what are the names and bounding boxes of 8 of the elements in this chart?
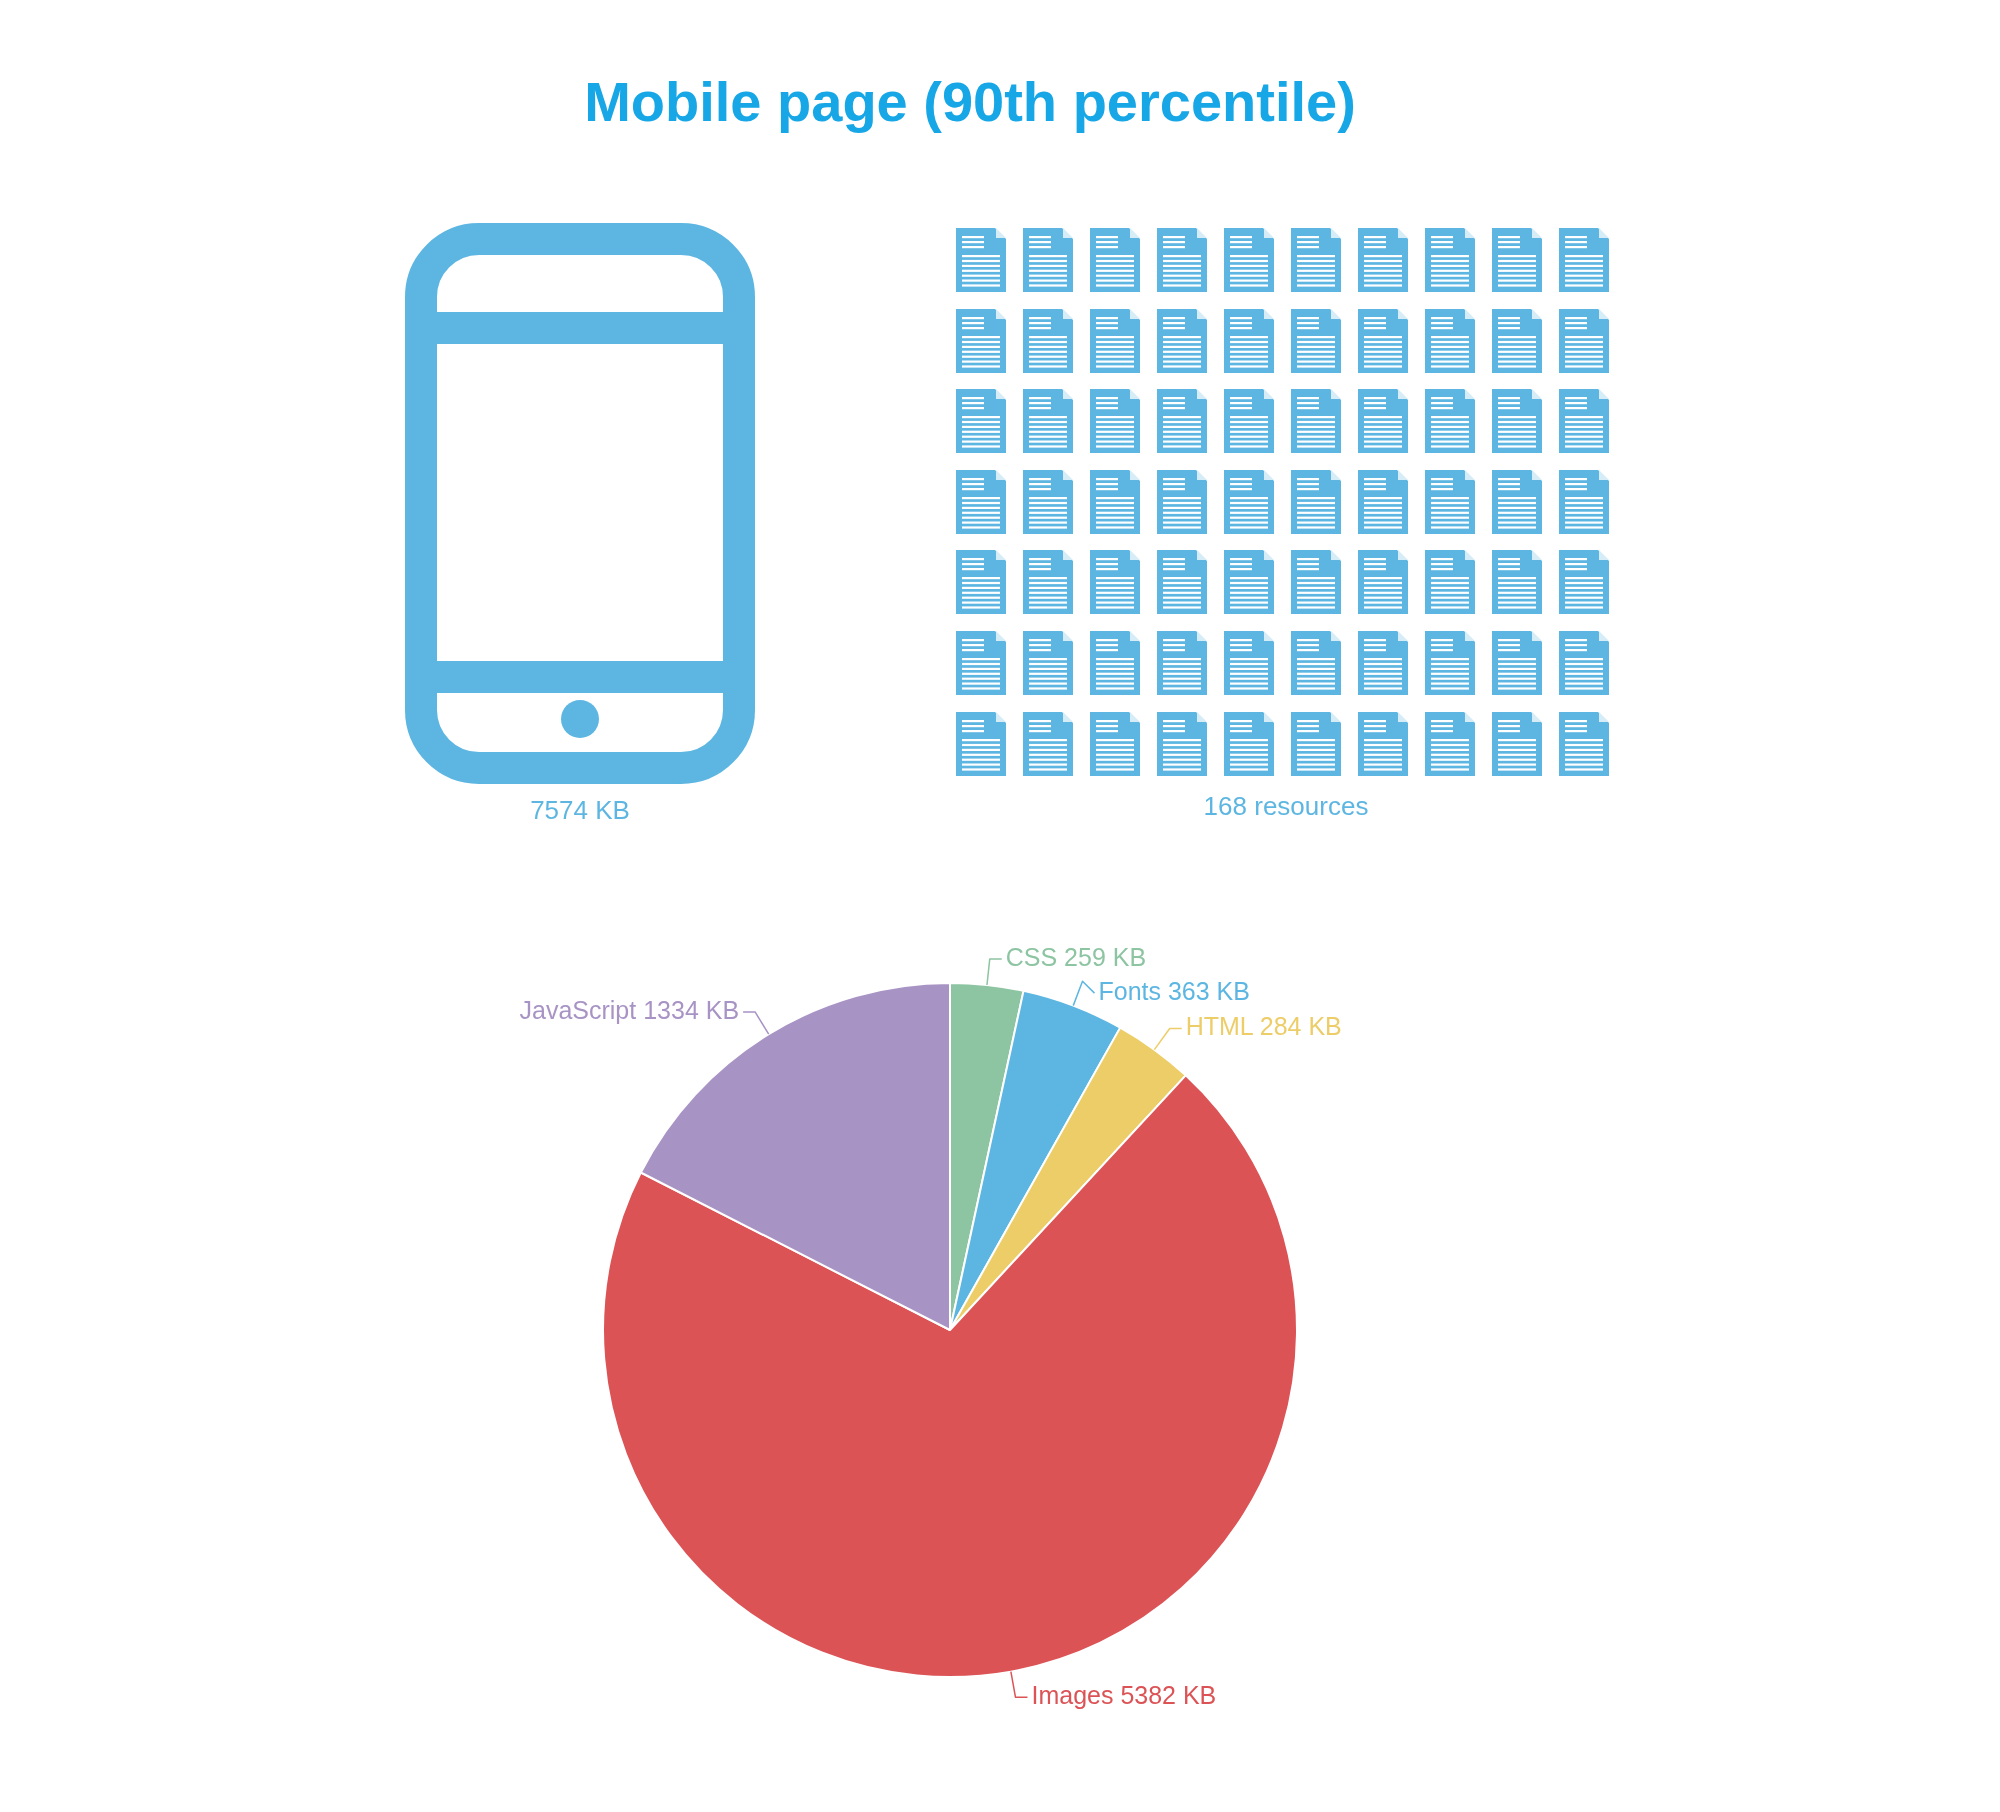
chart-title: Mobile page (90th percentile) [583,70,1357,134]
text: 7574 KB [530,795,630,825]
slice-label: HTML 284 KB [1185,1012,1342,1041]
slice-label: JavaScript 1334 KB [519,995,740,1024]
slice-label: Fonts 363 KB [1098,977,1250,1006]
slice-label: Images 5382 KB [1031,1681,1217,1710]
text: 168 resources [1203,791,1369,821]
slice-label: CSS 259 KB [1005,943,1147,972]
